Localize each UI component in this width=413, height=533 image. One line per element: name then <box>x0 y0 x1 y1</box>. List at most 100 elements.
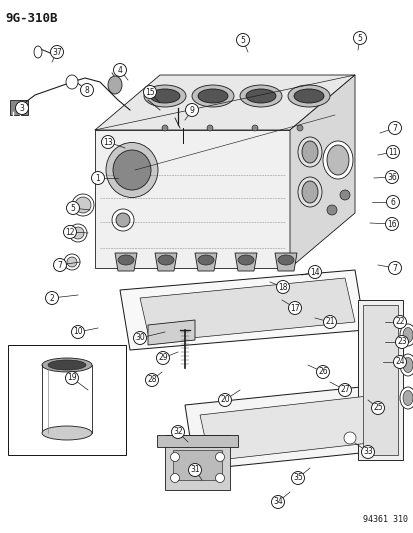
Bar <box>165 435 230 490</box>
Text: REPAIR SLEEVE: REPAIR SLEEVE <box>38 439 95 445</box>
Circle shape <box>113 63 126 77</box>
Circle shape <box>50 45 63 59</box>
Polygon shape <box>120 270 364 350</box>
Polygon shape <box>274 253 296 271</box>
Ellipse shape <box>197 255 214 265</box>
Circle shape <box>392 316 406 328</box>
Circle shape <box>101 135 114 149</box>
Ellipse shape <box>399 387 413 409</box>
Circle shape <box>387 262 401 274</box>
Ellipse shape <box>158 255 173 265</box>
Text: 2: 2 <box>50 294 54 303</box>
Polygon shape <box>154 253 177 271</box>
Circle shape <box>71 326 84 338</box>
Text: 7: 7 <box>392 263 396 272</box>
Circle shape <box>66 201 79 214</box>
Ellipse shape <box>287 85 329 107</box>
Text: 5: 5 <box>240 36 245 44</box>
Circle shape <box>170 473 179 482</box>
Text: 7: 7 <box>392 124 396 133</box>
Text: 18: 18 <box>278 282 287 292</box>
Circle shape <box>171 425 184 439</box>
Circle shape <box>339 190 349 200</box>
Circle shape <box>218 393 231 407</box>
Circle shape <box>392 356 406 368</box>
Circle shape <box>188 464 201 477</box>
Circle shape <box>53 259 66 271</box>
Circle shape <box>338 384 351 397</box>
Ellipse shape <box>113 150 151 190</box>
Bar <box>173 450 221 480</box>
Circle shape <box>161 125 168 131</box>
Text: 37: 37 <box>52 47 62 56</box>
Circle shape <box>353 31 366 44</box>
Circle shape <box>185 103 198 117</box>
Circle shape <box>15 101 28 115</box>
Text: 7: 7 <box>57 261 62 270</box>
Ellipse shape <box>293 89 323 103</box>
Bar <box>8 345 126 455</box>
Circle shape <box>394 335 408 349</box>
Polygon shape <box>115 253 137 271</box>
Ellipse shape <box>112 209 134 231</box>
Circle shape <box>63 225 76 238</box>
Text: 34: 34 <box>273 497 282 506</box>
Text: 13: 13 <box>103 138 112 147</box>
Circle shape <box>386 146 399 158</box>
Circle shape <box>145 374 158 386</box>
Ellipse shape <box>118 255 134 265</box>
Text: 21: 21 <box>325 318 334 327</box>
Circle shape <box>323 316 336 328</box>
Text: 30: 30 <box>135 334 145 343</box>
Text: 11: 11 <box>387 148 397 157</box>
Circle shape <box>276 280 289 294</box>
Ellipse shape <box>75 197 91 213</box>
Ellipse shape <box>326 145 348 175</box>
Text: 94361 310: 94361 310 <box>362 515 407 524</box>
Text: 15: 15 <box>145 87 154 96</box>
Polygon shape <box>195 253 216 271</box>
Text: 19: 19 <box>67 374 77 383</box>
Text: 35: 35 <box>292 473 302 482</box>
Ellipse shape <box>402 358 412 373</box>
Ellipse shape <box>277 255 293 265</box>
Polygon shape <box>185 385 389 470</box>
Circle shape <box>343 432 355 444</box>
Ellipse shape <box>301 141 317 163</box>
Ellipse shape <box>245 89 275 103</box>
Text: 22: 22 <box>394 318 404 327</box>
Text: 9: 9 <box>189 106 194 115</box>
Ellipse shape <box>48 360 86 370</box>
Ellipse shape <box>399 354 413 376</box>
Polygon shape <box>140 278 354 342</box>
Bar <box>362 305 397 455</box>
Polygon shape <box>235 253 256 271</box>
Ellipse shape <box>72 194 94 216</box>
Ellipse shape <box>399 324 413 346</box>
Circle shape <box>143 85 156 99</box>
Ellipse shape <box>240 85 281 107</box>
Circle shape <box>316 366 329 378</box>
Text: 33: 33 <box>362 448 372 456</box>
Circle shape <box>236 34 249 46</box>
Bar <box>357 300 402 460</box>
Circle shape <box>45 292 58 304</box>
Ellipse shape <box>42 358 92 372</box>
Ellipse shape <box>34 46 42 58</box>
Ellipse shape <box>42 426 92 440</box>
Ellipse shape <box>108 76 122 94</box>
Ellipse shape <box>322 141 352 179</box>
Ellipse shape <box>402 327 412 343</box>
Circle shape <box>252 125 257 131</box>
Ellipse shape <box>116 213 130 227</box>
Text: 17: 17 <box>290 303 299 312</box>
Text: 14: 14 <box>309 268 319 277</box>
Circle shape <box>296 125 302 131</box>
Circle shape <box>170 453 179 462</box>
Text: 27: 27 <box>339 385 349 394</box>
Ellipse shape <box>72 227 84 239</box>
Circle shape <box>385 171 398 183</box>
Circle shape <box>80 84 93 96</box>
Ellipse shape <box>237 255 254 265</box>
Text: 25: 25 <box>372 403 382 413</box>
